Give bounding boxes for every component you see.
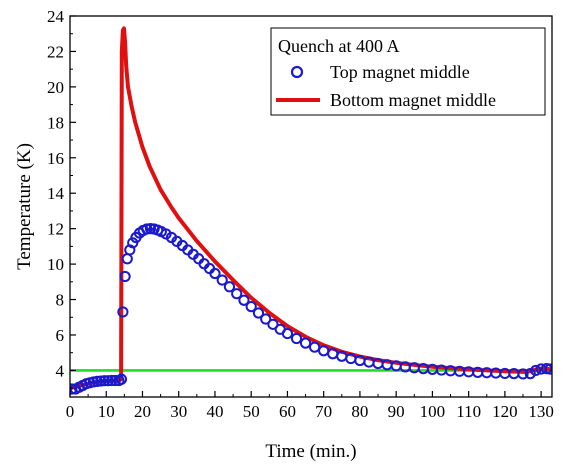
ticks-layer: 0 10 20 30 40 50 60 70 80 90 100 110 120 130 4 6 8 10 12 14… — [47, 7, 554, 421]
y-tick-label: 18 — [47, 113, 64, 132]
y-tick-label: 24 — [47, 7, 65, 26]
legend-label-top-magnet: Top magnet middle — [330, 62, 470, 82]
legend-title: Quench at 400 A — [278, 36, 399, 56]
data-point-top-magnet — [115, 373, 128, 385]
data-point-top-magnet — [260, 313, 272, 325]
data-point-top-magnet — [299, 337, 312, 349]
data-point-top-magnet — [117, 306, 129, 318]
data-point-top-magnet — [209, 267, 221, 280]
y-tick-label: 20 — [47, 78, 64, 97]
data-point-top-magnet — [119, 270, 131, 283]
data-point-top-magnet — [281, 327, 294, 340]
data-point-top-magnet — [70, 383, 78, 395]
x-tick-label: 120 — [492, 402, 518, 421]
y-tick-label: 16 — [47, 149, 64, 168]
x-tick-label: 20 — [134, 402, 151, 421]
x-tick-label: 90 — [388, 402, 405, 421]
data-point-top-magnet — [530, 364, 542, 377]
legend-marker-top-magnet — [290, 65, 304, 79]
y-tick-label: 14 — [47, 184, 65, 203]
y-tick-label: 6 — [56, 326, 65, 345]
x-tick-label: 130 — [528, 402, 554, 421]
data-point-top-magnet — [245, 301, 257, 313]
legend: Quench at 400 A Top magnet middle Bottom… — [270, 27, 546, 116]
data-point-top-magnet — [517, 368, 529, 380]
x-axis-title: Time (min.) — [265, 441, 356, 462]
data-point-top-magnet — [231, 288, 243, 300]
data-point-top-magnet — [309, 341, 321, 353]
y-tick-label: 4 — [56, 361, 65, 380]
y-axis-title: Temperature (K) — [14, 143, 35, 270]
data-point-top-magnet — [102, 375, 114, 387]
x-tick-label: 30 — [170, 402, 187, 421]
data-point-top-magnet — [216, 274, 228, 286]
series-layer — [70, 26, 552, 395]
data-point-top-magnet — [252, 307, 265, 319]
data-point-top-magnet — [98, 375, 111, 387]
plot-frame — [69, 15, 553, 398]
x-tick-label: 40 — [206, 402, 223, 421]
legend-label-bottom-magnet: Bottom magnet middle — [330, 90, 496, 110]
y-tick-label: 12 — [47, 220, 64, 239]
x-tick-label: 60 — [279, 402, 296, 421]
data-point-top-magnet — [290, 332, 303, 345]
x-tick-label: 10 — [98, 402, 115, 421]
y-tick-label: 10 — [47, 255, 64, 274]
y-tick-label: 8 — [56, 291, 65, 310]
x-tick-label: 110 — [456, 402, 481, 421]
data-point-top-magnet — [524, 368, 536, 380]
data-point-top-magnet — [267, 318, 279, 330]
x-tick-label: 70 — [315, 402, 332, 421]
x-tick-label: 100 — [420, 402, 446, 421]
data-point-top-magnet — [109, 374, 121, 387]
x-tick-label: 80 — [351, 402, 368, 421]
data-point-top-magnet — [238, 294, 250, 306]
data-point-top-magnet — [223, 281, 236, 293]
x-tick-label: 50 — [243, 402, 260, 421]
x-tick-label: 0 — [66, 402, 75, 421]
y-tick-label: 22 — [47, 42, 64, 61]
data-point-top-magnet — [544, 363, 552, 375]
